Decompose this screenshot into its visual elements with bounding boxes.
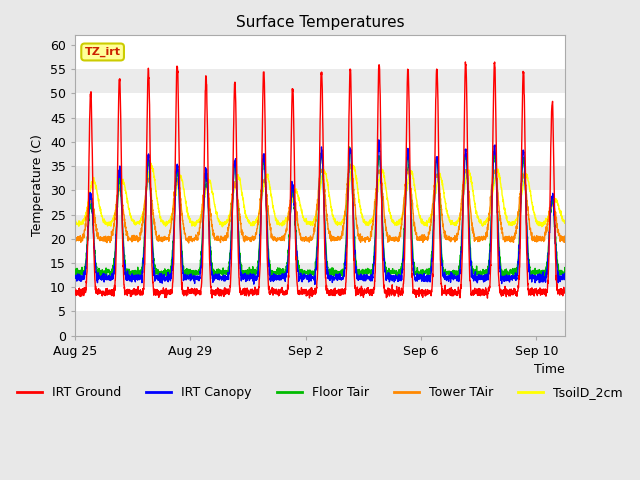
TsoilD_2cm <box>147 160 155 166</box>
X-axis label: Time: Time <box>534 363 565 376</box>
Bar <box>75 312 565 336</box>
IRT Canopy <box>177 229 184 235</box>
TsoilD_2cm <box>171 201 179 207</box>
TsoilD_2cm <box>109 215 117 220</box>
IRT Canopy <box>458 245 465 251</box>
Floor Tair <box>71 270 79 276</box>
IRT Canopy <box>561 276 569 282</box>
Tower TAir <box>340 217 348 223</box>
Bar <box>75 166 565 191</box>
Floor Tair <box>156 276 163 282</box>
Tower TAir <box>348 161 355 167</box>
IRT Ground <box>177 250 184 256</box>
IRT Canopy <box>311 281 319 287</box>
Bar <box>75 118 565 142</box>
Floor Tair <box>171 211 179 217</box>
Tower TAir <box>561 233 569 239</box>
IRT Canopy <box>375 137 383 143</box>
Tower TAir <box>458 197 465 203</box>
Floor Tair <box>218 270 226 276</box>
TsoilD_2cm <box>219 221 227 227</box>
TsoilD_2cm <box>71 218 79 224</box>
Bar <box>75 215 565 239</box>
Bar <box>75 69 565 94</box>
Line: IRT Ground: IRT Ground <box>75 62 565 298</box>
IRT Canopy <box>218 275 226 281</box>
Line: Tower TAir: Tower TAir <box>75 164 565 243</box>
Tower TAir <box>170 189 178 194</box>
IRT Canopy <box>170 222 178 228</box>
IRT Canopy <box>340 267 348 273</box>
IRT Ground <box>340 286 348 292</box>
TsoilD_2cm <box>177 173 185 179</box>
IRT Canopy <box>71 276 79 281</box>
Floor Tair <box>340 262 348 268</box>
Legend: IRT Ground, IRT Canopy, Floor Tair, Tower TAir, TsoilD_2cm: IRT Ground, IRT Canopy, Floor Tair, Towe… <box>12 382 628 405</box>
TsoilD_2cm <box>458 206 465 212</box>
Floor Tair <box>458 233 465 239</box>
IRT Ground <box>218 288 226 293</box>
IRT Ground <box>458 278 465 284</box>
IRT Ground <box>109 287 117 293</box>
IRT Ground <box>71 286 79 292</box>
Title: Surface Temperatures: Surface Temperatures <box>236 15 404 30</box>
IRT Ground <box>170 229 178 235</box>
Tower TAir <box>71 235 79 241</box>
Floor Tair <box>109 264 117 270</box>
Tower TAir <box>185 240 193 246</box>
Text: TZ_irt: TZ_irt <box>84 47 120 57</box>
IRT Ground <box>461 59 469 65</box>
Line: IRT Canopy: IRT Canopy <box>75 140 565 284</box>
Tower TAir <box>109 228 117 233</box>
TsoilD_2cm <box>341 213 349 219</box>
Tower TAir <box>177 195 184 201</box>
Floor Tair <box>561 268 569 274</box>
Line: Floor Tair: Floor Tair <box>75 147 565 279</box>
Floor Tair <box>177 232 185 238</box>
Y-axis label: Temperature (C): Temperature (C) <box>31 134 44 237</box>
TsoilD_2cm <box>561 219 569 225</box>
IRT Ground <box>561 288 569 294</box>
IRT Canopy <box>109 276 117 281</box>
Floor Tair <box>346 144 353 150</box>
IRT Ground <box>484 295 492 301</box>
Bar <box>75 263 565 287</box>
TsoilD_2cm <box>218 224 226 230</box>
Line: TsoilD_2cm: TsoilD_2cm <box>75 163 565 227</box>
Tower TAir <box>218 236 226 241</box>
